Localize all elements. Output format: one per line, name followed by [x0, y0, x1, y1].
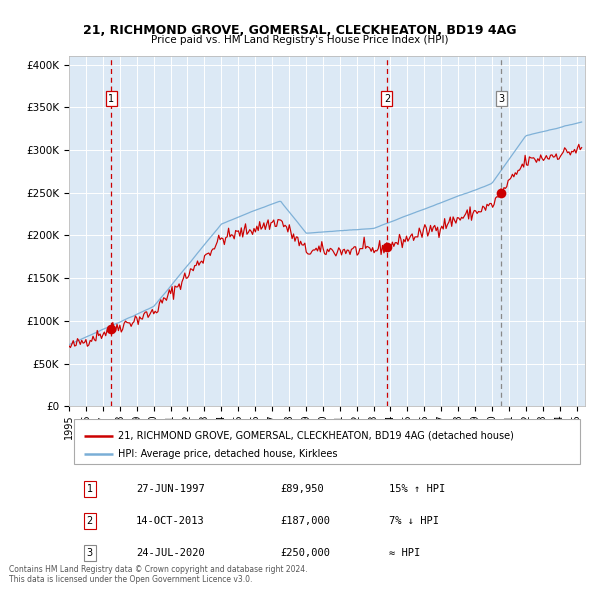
Text: £89,950: £89,950	[281, 484, 325, 494]
Text: 1: 1	[86, 484, 93, 494]
Text: 3: 3	[499, 94, 505, 104]
Text: 21, RICHMOND GROVE, GOMERSAL, CLECKHEATON, BD19 4AG (detached house): 21, RICHMOND GROVE, GOMERSAL, CLECKHEATO…	[118, 431, 514, 441]
Text: HPI: Average price, detached house, Kirklees: HPI: Average price, detached house, Kirk…	[118, 449, 338, 459]
Text: £250,000: £250,000	[281, 548, 331, 558]
Text: 7% ↓ HPI: 7% ↓ HPI	[389, 516, 439, 526]
Text: 2: 2	[384, 94, 390, 104]
Text: 15% ↑ HPI: 15% ↑ HPI	[389, 484, 445, 494]
Text: 27-JUN-1997: 27-JUN-1997	[136, 484, 205, 494]
Text: This data is licensed under the Open Government Licence v3.0.: This data is licensed under the Open Gov…	[9, 575, 253, 584]
Text: 24-JUL-2020: 24-JUL-2020	[136, 548, 205, 558]
Text: 1: 1	[108, 94, 114, 104]
Text: ≈ HPI: ≈ HPI	[389, 548, 420, 558]
Text: 2: 2	[86, 516, 93, 526]
Text: 14-OCT-2013: 14-OCT-2013	[136, 516, 205, 526]
Text: £187,000: £187,000	[281, 516, 331, 526]
Text: 21, RICHMOND GROVE, GOMERSAL, CLECKHEATON, BD19 4AG: 21, RICHMOND GROVE, GOMERSAL, CLECKHEATO…	[83, 24, 517, 37]
Text: 3: 3	[86, 548, 93, 558]
Text: Price paid vs. HM Land Registry's House Price Index (HPI): Price paid vs. HM Land Registry's House …	[151, 35, 449, 45]
Text: Contains HM Land Registry data © Crown copyright and database right 2024.: Contains HM Land Registry data © Crown c…	[9, 565, 308, 574]
FancyBboxPatch shape	[74, 419, 580, 464]
